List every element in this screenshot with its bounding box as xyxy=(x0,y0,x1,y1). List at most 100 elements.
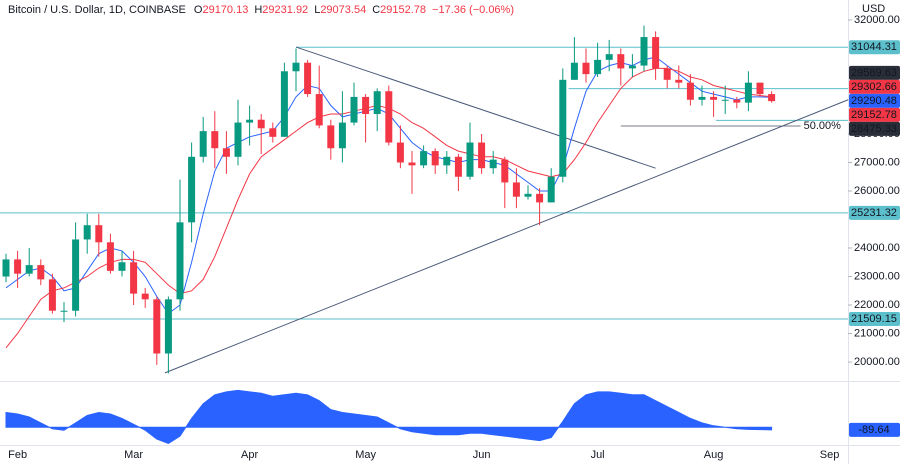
header-value: 29231.92 xyxy=(262,4,308,16)
level-tag: 21509.15 xyxy=(851,313,897,325)
candle-body xyxy=(640,37,648,66)
candle-body xyxy=(141,293,149,300)
header-value: 29152.78 xyxy=(380,4,426,16)
candle-body xyxy=(744,82,752,103)
y-tick-label: 26000.00 xyxy=(854,185,900,197)
header-value: 29170.13 xyxy=(202,4,248,16)
last-price-tag-bg xyxy=(849,107,900,122)
candle-body xyxy=(431,151,439,166)
y-tick-label: 27000.00 xyxy=(854,156,900,168)
candle-body xyxy=(536,193,544,203)
line-tag-bg xyxy=(849,93,900,108)
candle-body xyxy=(478,142,486,169)
indicator-tag: -89.64 xyxy=(858,424,889,436)
trendline xyxy=(164,99,849,374)
header-key: C xyxy=(372,4,380,16)
indicator-tag-bg xyxy=(849,422,900,437)
candle-body xyxy=(350,96,358,123)
candle-body xyxy=(153,299,161,354)
candle-body xyxy=(362,96,370,115)
header-key: H xyxy=(254,4,262,16)
candle-body xyxy=(269,128,277,137)
x-tick-label: Jun xyxy=(473,449,491,461)
candle-body xyxy=(605,54,613,60)
candle-body xyxy=(385,91,393,143)
candle-body xyxy=(524,193,532,197)
chart-header: Bitcoin / U.S. Dollar, 1D, COINBASE O2917… xyxy=(8,4,514,16)
candle-body xyxy=(466,142,474,177)
candle-body xyxy=(559,79,567,177)
candle-body xyxy=(304,62,312,95)
candle-body xyxy=(118,262,126,271)
candle-body xyxy=(512,182,520,197)
candle-body xyxy=(408,162,416,166)
last-price-tag: 29152.78 xyxy=(851,109,897,121)
candle-body xyxy=(675,79,683,83)
x-tick-label: Apr xyxy=(241,449,258,461)
line-tag: 29302.66 xyxy=(851,81,897,93)
header-key: O xyxy=(194,4,203,16)
candle-body xyxy=(234,122,242,157)
level-tag-bg xyxy=(849,40,900,55)
candle-body xyxy=(454,156,462,177)
currency-label: USD xyxy=(862,3,885,15)
y-tick-label: 21000.00 xyxy=(854,327,900,339)
trendline xyxy=(295,46,656,169)
candle-body xyxy=(211,131,219,149)
level-tag: 31044.31 xyxy=(851,41,897,53)
line-tag: 29290.48 xyxy=(851,95,897,107)
candle-body xyxy=(663,68,671,80)
candle-body xyxy=(83,225,91,240)
x-tick-label: Jul xyxy=(591,449,605,461)
candle-body xyxy=(721,99,729,101)
candle-body xyxy=(164,299,172,354)
candle-body xyxy=(628,65,636,69)
y-tick-label: 24000.00 xyxy=(854,242,900,254)
candle-body xyxy=(176,222,184,300)
y-tick-label: 22000.00 xyxy=(854,299,900,311)
level-tag: 29589.63 xyxy=(851,67,897,79)
line-tag-bg xyxy=(849,79,900,94)
candle-body xyxy=(106,242,114,271)
candle-body xyxy=(710,96,718,100)
header-change: −17.36 (−0.06%) xyxy=(432,4,514,16)
candle-body xyxy=(617,54,625,69)
candle-body xyxy=(570,62,578,80)
y-tick-label: 23000.00 xyxy=(854,270,900,282)
level-tag-bg xyxy=(849,121,900,136)
fib-label: 50.00% xyxy=(804,120,842,132)
x-tick-label: Mar xyxy=(124,449,143,461)
candle-body xyxy=(489,159,497,169)
candle-body xyxy=(733,99,741,103)
indicator-area xyxy=(5,389,773,445)
candle-body xyxy=(188,156,196,223)
candle-body xyxy=(594,59,602,75)
candle-body xyxy=(501,159,509,183)
level-tag: 28475.33 xyxy=(851,123,897,135)
header-symbol: Bitcoin / U.S. Dollar, 1D, COINBASE xyxy=(8,4,186,16)
candle-body xyxy=(327,125,335,149)
level-tag: 25231.32 xyxy=(851,207,897,219)
y-tick-label: 32000.00 xyxy=(854,14,900,26)
x-tick-label: Sep xyxy=(820,449,840,461)
candle-body xyxy=(37,265,45,280)
candle-body xyxy=(130,262,138,294)
x-tick-label: May xyxy=(355,449,376,461)
candle-body xyxy=(199,131,207,157)
candle-body xyxy=(547,176,555,203)
candle-body xyxy=(95,225,103,243)
level-tag-bg xyxy=(849,65,900,80)
candle-body xyxy=(257,119,265,129)
candle-body xyxy=(2,259,10,277)
candle-body xyxy=(280,71,288,137)
candle-body xyxy=(292,62,300,72)
candle-body xyxy=(373,91,381,115)
candle-body xyxy=(686,82,694,100)
level-tag-bg xyxy=(849,205,900,220)
x-tick-label: Feb xyxy=(8,449,27,461)
candle-body xyxy=(698,96,706,100)
candle-body xyxy=(222,148,230,157)
candle-body xyxy=(652,37,660,69)
